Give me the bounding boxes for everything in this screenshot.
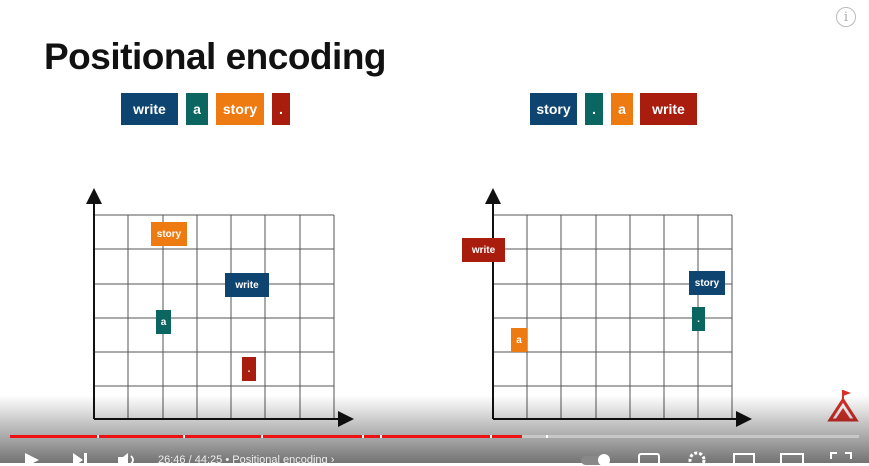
plot-left-token-story: story (151, 222, 187, 246)
captions-icon[interactable] (637, 452, 661, 464)
plot-left-token-period: . (242, 357, 256, 381)
chapter-marker (380, 435, 382, 438)
plot-right-token-story: story (689, 271, 725, 295)
fullscreen-icon[interactable] (829, 451, 853, 463)
sequence-left-token-period: . (272, 93, 290, 125)
chapter-marker (97, 435, 99, 438)
sequence-left-token-story: story (216, 93, 264, 125)
progress-bar-played (10, 435, 522, 438)
sequence-right-token-period: . (585, 93, 603, 125)
axes-left (86, 188, 354, 427)
grid-left (94, 214, 335, 419)
play-icon[interactable] (22, 451, 44, 465)
plot-right-token-a: a (511, 328, 527, 352)
plot-left-token-a: a (156, 310, 171, 334)
plot-right-token-period: . (692, 307, 705, 331)
axes-right (485, 188, 752, 427)
sequence-left-token-write: write (121, 93, 178, 125)
chapter-title[interactable]: Positional encoding (232, 454, 328, 466)
chapter-marker (546, 435, 548, 438)
chapter-marker (183, 435, 185, 438)
plot-left-token-write: write (225, 273, 269, 297)
duration: 44:25 (194, 454, 223, 466)
settings-icon[interactable] (686, 451, 708, 463)
chapter-marker (362, 435, 364, 438)
chapter-marker (261, 435, 263, 438)
grid-right (493, 214, 733, 419)
info-icon[interactable]: i (836, 7, 856, 27)
plot-right-token-write: write (462, 238, 505, 262)
slide-title: Positional encoding (44, 36, 387, 77)
sequence-right-token-write: write (640, 93, 697, 125)
next-icon[interactable] (70, 451, 92, 465)
miniplayer-icon[interactable] (732, 452, 756, 464)
current-time: 26:46 (158, 454, 186, 466)
autoplay-toggle-icon[interactable] (580, 453, 616, 465)
chapter-marker (490, 435, 492, 438)
theater-icon[interactable] (779, 452, 805, 464)
player-controls-shade (0, 395, 869, 463)
sequence-left-token-a: a (186, 93, 208, 125)
sequence-right-token-story: story (530, 93, 577, 125)
sequence-right-token-a: a (611, 93, 633, 125)
time-display: 26:46 / 44:25 • Positional encoding › (158, 454, 335, 466)
